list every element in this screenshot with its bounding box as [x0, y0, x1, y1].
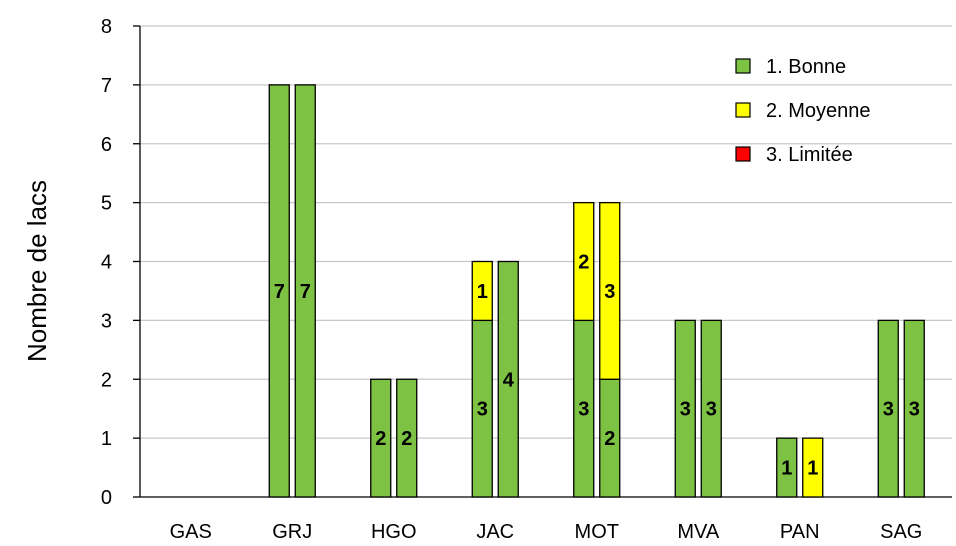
- bar-segment: [877, 319, 899, 498]
- y-tick-label: 8: [101, 16, 112, 38]
- x-tick-label: GAS: [170, 521, 212, 543]
- legend-label: 2. Moyenne: [766, 100, 871, 122]
- legend-swatch: [735, 102, 751, 118]
- bar-value-label: 3: [578, 399, 589, 421]
- legend-swatch: [735, 146, 751, 162]
- bar-value-label: 3: [883, 399, 894, 421]
- bars: [268, 84, 925, 498]
- bar-segment: [674, 319, 696, 498]
- gridlines: [140, 25, 952, 439]
- bar-segment: [268, 84, 290, 498]
- bar-value-label: 3: [477, 399, 488, 421]
- bar-value-label: 3: [604, 281, 615, 303]
- bar-segment: [802, 437, 824, 498]
- bar-value-label: 2: [401, 428, 412, 450]
- legend-item: 2. Moyenne: [735, 100, 871, 122]
- bar-segment: [700, 319, 722, 498]
- bar-segment: [776, 437, 798, 498]
- x-tick-label: SAG: [880, 521, 922, 543]
- bar-value-label: 3: [680, 399, 691, 421]
- legend-item: 1. Bonne: [735, 56, 846, 78]
- x-tick-label: GRJ: [272, 521, 312, 543]
- bar-segment: [294, 84, 316, 498]
- bar-value-label: 3: [909, 399, 920, 421]
- legend-label: 1. Bonne: [766, 56, 846, 78]
- y-axis-title: Nombre de lacs: [22, 180, 52, 362]
- bar-segment: [370, 378, 392, 498]
- bar-value-label: 1: [807, 458, 818, 480]
- x-tick-label: JAC: [476, 521, 514, 543]
- x-tick-label: PAN: [780, 521, 820, 543]
- legend-label: 3. Limitée: [766, 144, 853, 166]
- bar-segment: [599, 201, 621, 380]
- x-tick-label: MOT: [575, 521, 619, 543]
- bar-segment: [471, 260, 493, 322]
- bar-segment: [573, 201, 595, 322]
- bar-value-label: 2: [578, 252, 589, 274]
- y-tick-label: 0: [101, 487, 112, 509]
- bar-value-label: 7: [300, 281, 311, 303]
- bar-segment: [497, 260, 519, 498]
- bar-value-label: 3: [706, 399, 717, 421]
- y-tick-label: 7: [101, 75, 112, 97]
- y-tick-label: 4: [101, 252, 112, 274]
- y-tick-label: 5: [101, 193, 112, 215]
- legend-item: 3. Limitée: [735, 144, 853, 166]
- legend: 1. Bonne 2. Moyenne 3. Limitée: [735, 56, 871, 166]
- bar-value-label: 4: [503, 369, 515, 391]
- x-tick-label: HGO: [371, 521, 417, 543]
- y-tick-label: 3: [101, 310, 112, 332]
- bar-segment: [903, 319, 925, 498]
- bar-value-label: 2: [375, 428, 386, 450]
- y-tick-label: 2: [101, 369, 112, 391]
- bar-value-label: 1: [477, 281, 488, 303]
- y-tick-label: 6: [101, 134, 112, 156]
- bar-value-label: 2: [604, 428, 615, 450]
- bar-value-label: 7: [274, 281, 285, 303]
- bar-segment: [396, 378, 418, 498]
- x-tick-label: MVA: [677, 521, 720, 543]
- legend-swatch: [735, 58, 751, 74]
- bar-value-label: 1: [781, 458, 792, 480]
- y-tick-label: 1: [101, 428, 112, 450]
